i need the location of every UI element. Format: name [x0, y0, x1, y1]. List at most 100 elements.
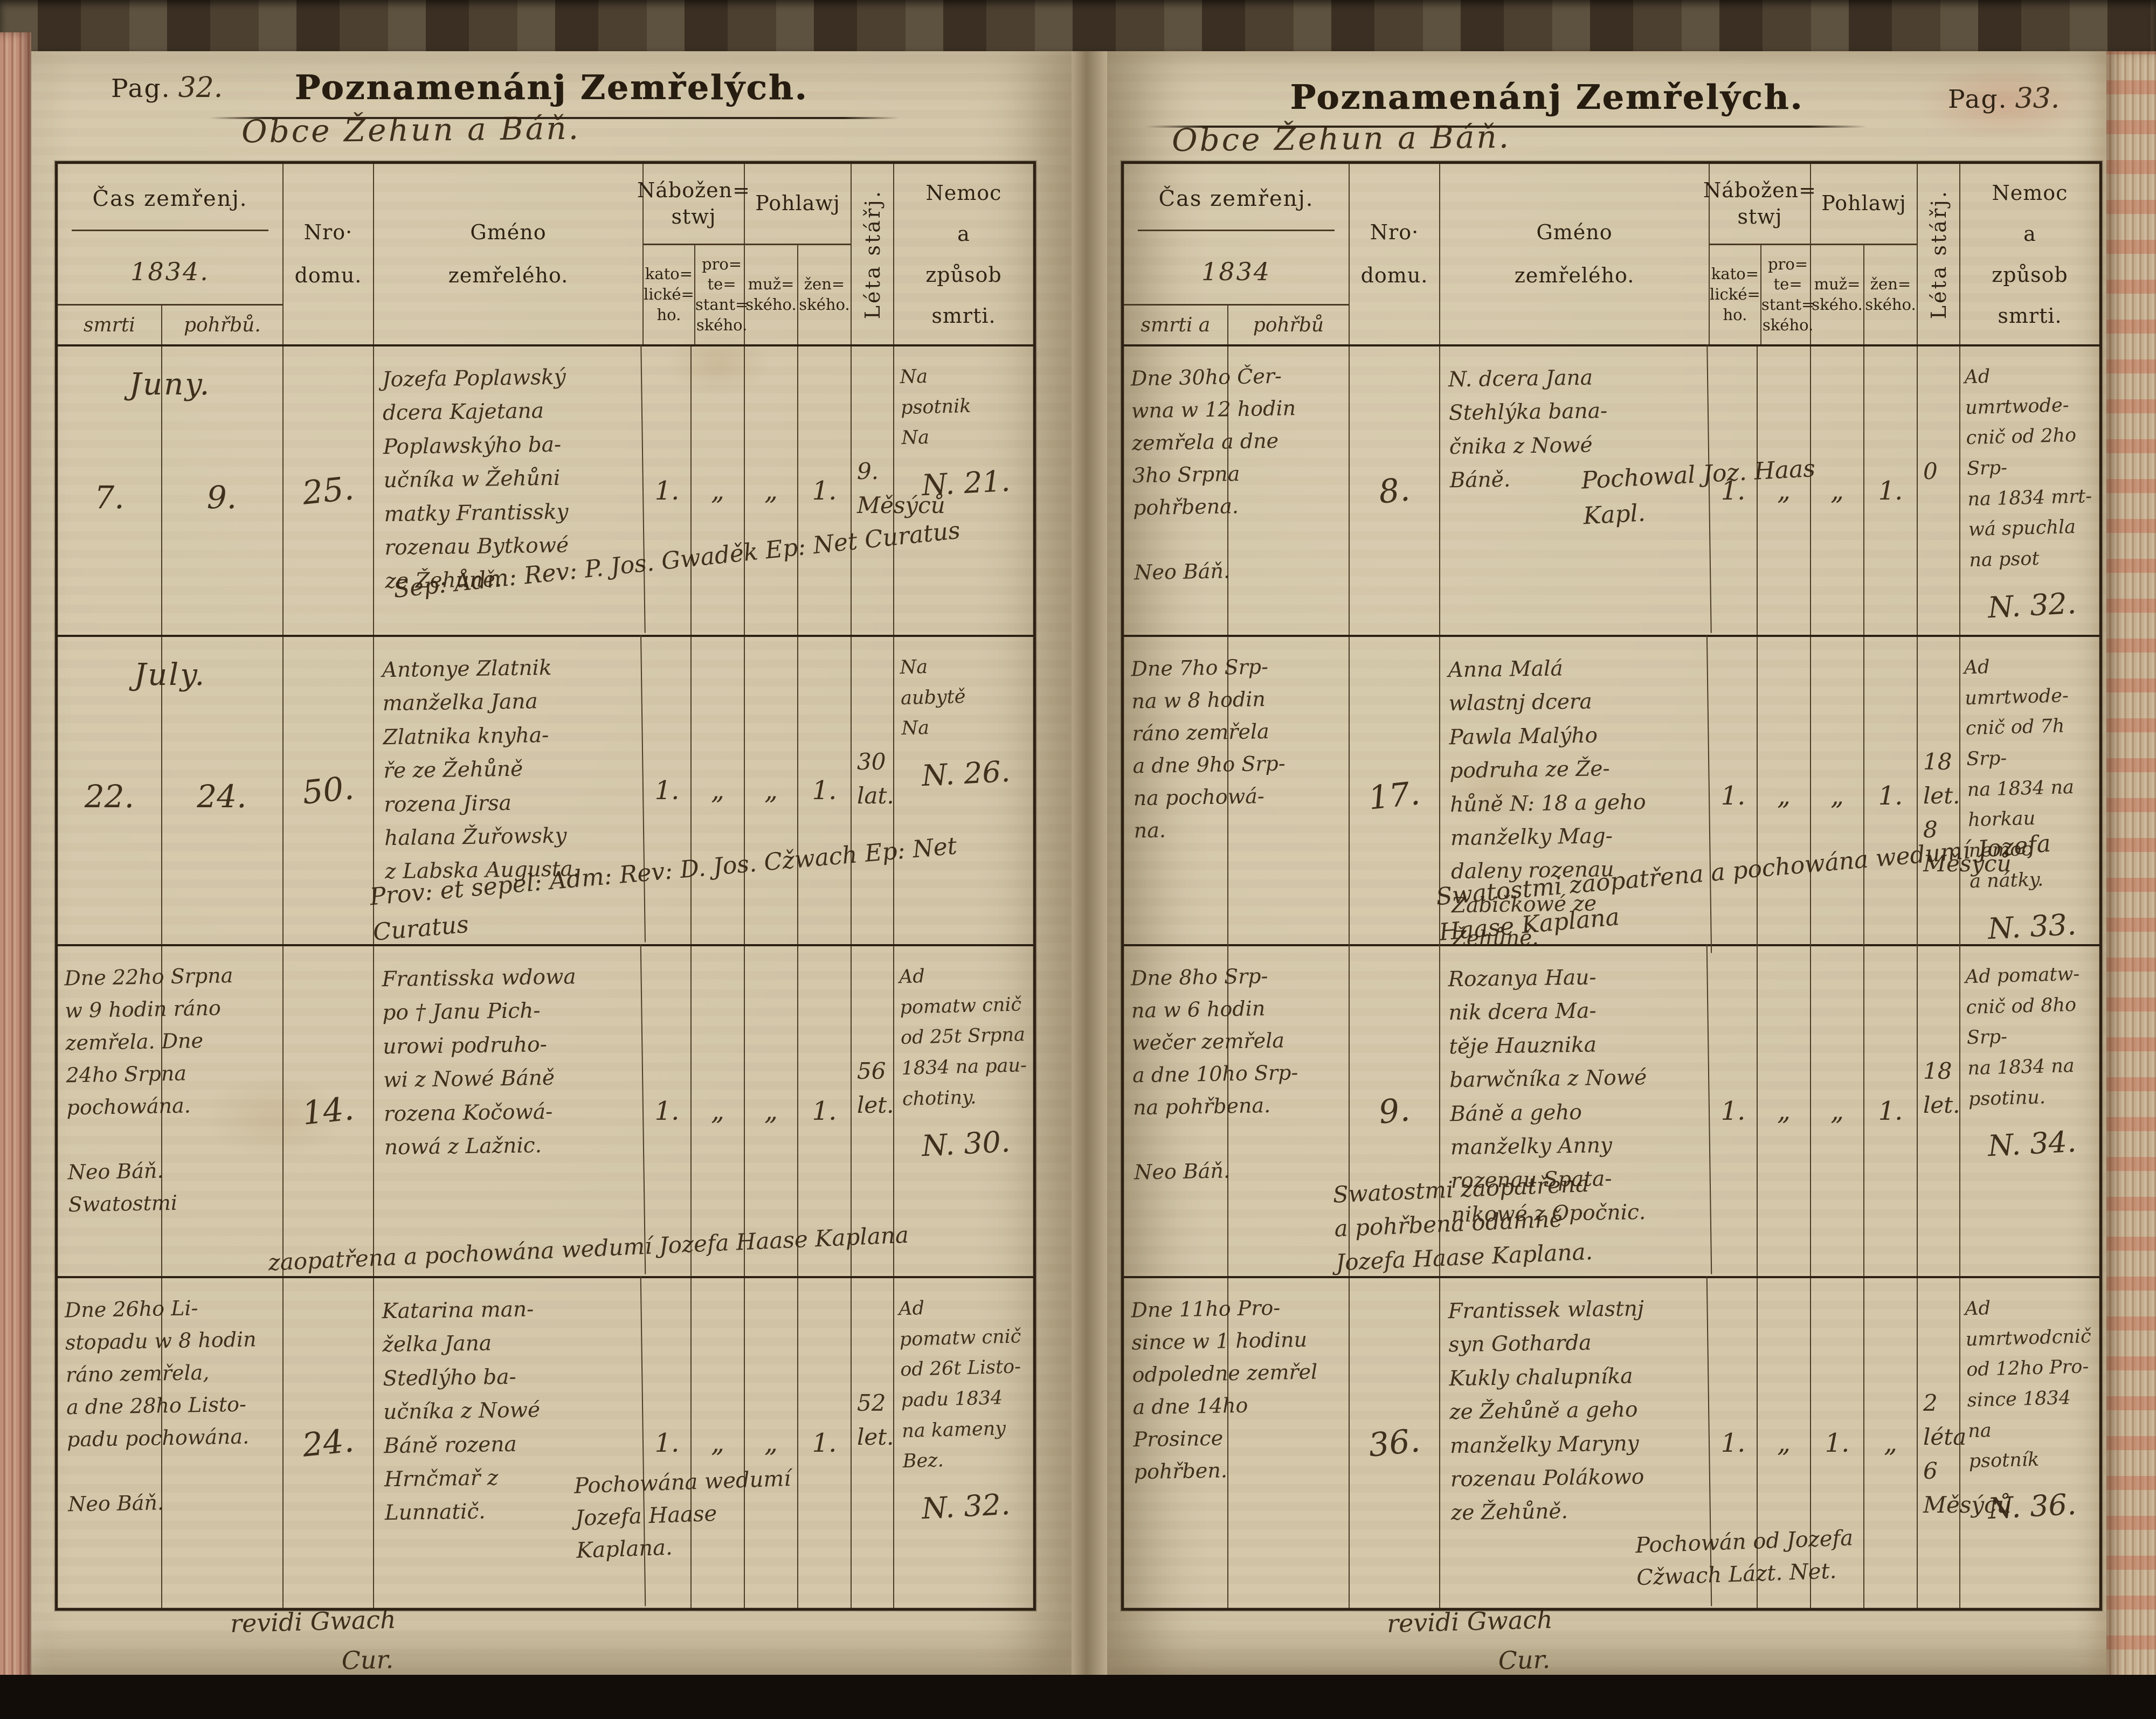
burial-day: 24.: [197, 778, 247, 815]
cell-age: 18 let.: [1918, 946, 1960, 1276]
sex-label: Pohlawj: [745, 164, 851, 245]
page-subtitle: Obce Žehun a Báň.: [1171, 118, 1511, 159]
house-number: 14.: [300, 1090, 356, 1133]
register-table: Čas zemřenj. 1834 smrti a pohřbů Nro· do…: [1121, 161, 2102, 1611]
cell-female: „: [1864, 1278, 1918, 1608]
subheader-catholic: kato= lické= ho.: [1710, 245, 1761, 344]
time-column-divider: [1227, 1278, 1228, 1608]
cell-female: 1.: [1864, 637, 1918, 955]
cell-female: 1.: [798, 346, 852, 635]
cell-male: 1.: [1811, 1278, 1864, 1608]
pag-label: Pag.: [1948, 85, 2008, 114]
time-column-divider: [1227, 637, 1228, 955]
table-row: Dne 22ho Srpna w 9 hodin ráno zemřela. D…: [58, 944, 1033, 1278]
subheader-male: muž= ského.: [1811, 245, 1864, 344]
book-spine-top-edge: [0, 0, 2156, 51]
cell-male: „: [1811, 346, 1864, 635]
house-number: 36.: [1366, 1422, 1422, 1465]
col-header-disease: Nemoc a způsob smrti.: [1992, 181, 2068, 328]
time-column-divider: [161, 346, 162, 635]
cell-time: July. 22. 24.: [58, 637, 284, 944]
cell-male: „: [745, 346, 798, 635]
table-row: Dne 30ho Čer- wna w 12 hodin zemřela a d…: [1124, 344, 2099, 637]
disease-text: Ad pomatw cnič od 26t Listo- padu 1834 n…: [898, 1297, 1021, 1473]
cell-age: 30 lat.: [852, 637, 894, 944]
cell-time: Dne 26ho Li- stopadu w 8 hodin ráno zemř…: [58, 1278, 284, 1608]
cell-protestant: „: [692, 346, 745, 635]
subheader-protestant: pro= te= stant= ského.: [695, 254, 749, 334]
col-header-age: Léta stářj.: [1918, 164, 1960, 344]
year-value: 1834: [1138, 230, 1335, 286]
cell-catholic: 1.: [644, 1278, 692, 1608]
cell-time: Dne 11ho Pro- since w 1 hodinu odpoledne…: [1124, 1278, 1350, 1608]
age-label: Léta stářj.: [860, 189, 884, 320]
cell-catholic: 1.: [644, 946, 692, 1276]
cell-protestant: „: [692, 1278, 745, 1608]
time-subheaders: smrti pohřbů.: [58, 304, 282, 344]
cell-protestant: „: [692, 946, 745, 1276]
year-value: 1834.: [72, 230, 268, 286]
death-day: 22.: [84, 778, 135, 815]
time-column-divider: [161, 637, 162, 944]
page-title: Poznamenánj Zemřelých.: [294, 67, 808, 107]
book-bottom-shadow: [0, 1675, 2156, 1719]
disease-text: Na aubytě Na: [900, 656, 966, 740]
time-label: Čas zemřenj.: [1158, 186, 1314, 211]
cell-catholic: 1.: [1710, 946, 1758, 1276]
page-footer-signature: revidi Gwach Cur.: [1386, 1604, 1553, 1678]
cell-name: Frantisska wdowa po † Janu Pich- urowi p…: [371, 944, 646, 1278]
priest-note: Pochowána wedumí Jozefa Haase Kaplana.: [573, 1466, 791, 1563]
time-column-divider: [1227, 946, 1228, 1276]
col-header-name: Gméno zemřelého.: [1440, 164, 1710, 344]
cell-male: „: [745, 1278, 798, 1608]
cell-male: „: [1811, 946, 1864, 1276]
time-text: Dne 8ho Srp- na w 6 hodin wečer zemřela …: [1130, 964, 1298, 1184]
page-stack-right-edge: [2106, 51, 2156, 1689]
col-header-house-number: Nro· domu.: [1350, 164, 1440, 344]
day-entries: 22. 24.: [58, 778, 282, 815]
time-text: Dne 30ho Čer- wna w 12 hodin zemřela a d…: [1130, 364, 1296, 585]
pag-label: Pag.: [111, 74, 171, 103]
age-label: Léta stářj.: [1926, 189, 1951, 320]
time-subheaders: smrti a pohřbů: [1124, 304, 1349, 344]
house-number: 17.: [1366, 774, 1422, 817]
page-stack-left-edge: [0, 32, 31, 1692]
title-rule: [1145, 126, 1867, 128]
time-column-divider: [1227, 346, 1228, 635]
disease-text: Ad umrtwodcnič od 12ho Pro- since 1834 n…: [1964, 1297, 2092, 1473]
table-row: Dne 7ho Srp- na w 8 hodin ráno zemřela a…: [1124, 635, 2099, 956]
cell-time: Dne 7ho Srp- na w 8 hodin ráno zemřela a…: [1124, 637, 1350, 955]
title-rule: [209, 117, 899, 119]
cell-house-number: 14.: [284, 946, 374, 1276]
subheader-death: smrti a: [1124, 306, 1228, 344]
entry-number: N. 32.: [1987, 586, 2077, 625]
cell-protestant: „: [1758, 346, 1811, 635]
subheader-burial: pohřbů: [1253, 314, 1324, 336]
sex-subheaders: muž= ského. žen= ského.: [1811, 245, 1917, 344]
col-header-time-of-death: Čas zemřenj. 1834. smrti pohřbů.: [58, 164, 284, 344]
table-row: Dne 11ho Pro- since w 1 hodinu odpoledne…: [1124, 1276, 2099, 1610]
house-number: 8.: [1377, 470, 1412, 511]
burial-day: 9.: [206, 479, 237, 516]
religion-label: Nábožen= stwj: [637, 164, 750, 245]
entry-number: N. 30.: [921, 1125, 1011, 1163]
cell-female: 1.: [798, 1278, 852, 1608]
entry-number: N. 33.: [1987, 907, 2077, 946]
cell-time: Dne 30ho Čer- wna w 12 hodin zemřela a d…: [1124, 346, 1350, 635]
cell-house-number: 36.: [1350, 1278, 1440, 1608]
page-number-block: Pag. 33.: [1948, 82, 2060, 115]
pag-number: 32.: [178, 72, 223, 104]
time-column-divider: [161, 1278, 162, 1608]
cell-protestant: „: [1758, 637, 1811, 955]
cell-catholic: 1.: [644, 346, 692, 635]
cell-protestant: „: [692, 637, 745, 944]
cell-age: 9. Měsýců: [852, 346, 945, 635]
cell-female: 1.: [1864, 946, 1918, 1276]
col-header-sex: Pohlawj muž= ského. žen= ského.: [745, 164, 852, 344]
time-text: Dne 22ho Srpna w 9 hodin ráno zemřela. D…: [64, 964, 233, 1217]
cell-male: „: [745, 946, 798, 1276]
cell-female: 1.: [798, 637, 852, 944]
sex-label: Pohlawj: [1811, 164, 1917, 245]
table-header-row: Čas zemřenj. 1834 smrti a pohřbů Nro· do…: [1124, 164, 2099, 346]
